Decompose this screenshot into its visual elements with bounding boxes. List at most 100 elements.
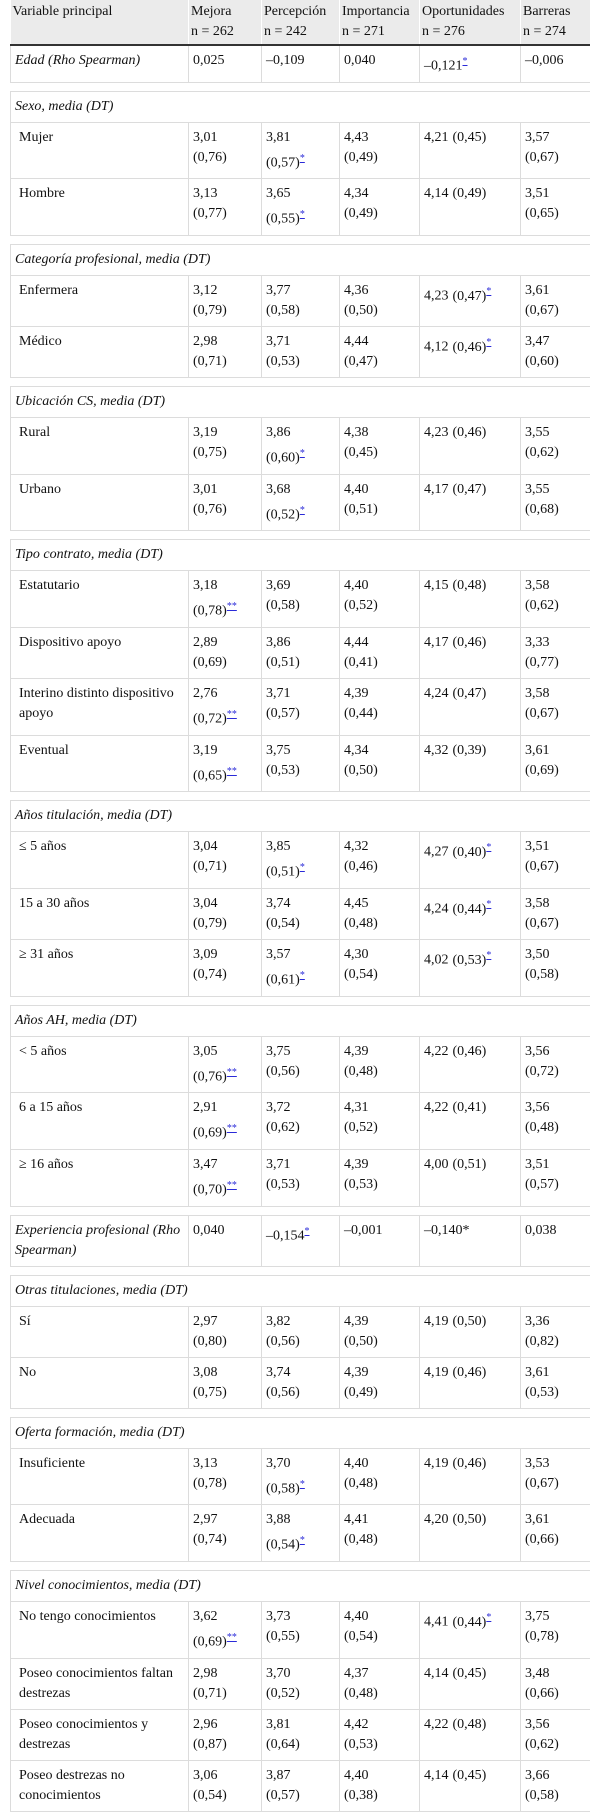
value: 4,36 <box>344 283 369 298</box>
value: 4,40 <box>344 1609 369 1624</box>
significance-link[interactable]: * <box>463 56 468 67</box>
significance-link[interactable]: ** <box>227 709 237 720</box>
value-cell: 3,75(0,53) <box>262 735 340 792</box>
value-cell: 3,65(0,55)* <box>262 179 340 236</box>
sd: (0,44)* <box>453 902 492 917</box>
value-cell: 3,81(0,57)* <box>262 122 340 179</box>
section-row: Sexo, media (DT) <box>11 91 590 122</box>
sd: (0,57)* <box>266 148 335 174</box>
sd: (0,51)* <box>266 857 335 883</box>
value-cell: 3,72 (0,62) <box>262 1093 340 1150</box>
significance-link[interactable]: * <box>486 842 491 853</box>
value-cell: 4,19(0,46) <box>420 1448 521 1505</box>
significance-link[interactable]: ** <box>227 1123 237 1134</box>
sd: (0,53) <box>266 352 335 372</box>
significance-link[interactable]: ** <box>227 1632 237 1643</box>
significance-link[interactable]: * <box>486 1612 491 1623</box>
sd: (0,53) <box>344 1175 415 1195</box>
value: 2,76 <box>193 686 218 701</box>
significance-link[interactable]: * <box>486 899 491 910</box>
section-row: Otras titulaciones, media (DT) <box>11 1275 590 1306</box>
sd: (0,76) <box>193 148 257 168</box>
row-label: No <box>11 1357 189 1408</box>
section-title: Sexo, media (DT) <box>11 91 590 122</box>
value: 4,14 <box>424 1768 449 1783</box>
value-cell: 3,58(0,67) <box>521 678 590 735</box>
significance-link[interactable]: * <box>300 153 305 164</box>
sd: (0,46) <box>344 857 415 877</box>
sd: (0,54) <box>193 1786 257 1806</box>
sd: (0,69) <box>193 653 257 673</box>
value: 4,31 <box>344 1100 369 1115</box>
value-cell: 4,32(0,46) <box>340 832 420 889</box>
significance-link[interactable]: ** <box>227 1180 237 1191</box>
value-cell: 3,74(0,56) <box>262 1357 340 1408</box>
row-label: Experiencia profesional (Rho Spearman) <box>11 1215 189 1266</box>
value-cell: –0,109 <box>262 45 340 82</box>
sd: (0,46) <box>453 425 487 440</box>
value: 4,38 <box>344 425 369 440</box>
value: 0,038 <box>525 1223 557 1238</box>
significance-link[interactable]: * <box>300 1479 305 1490</box>
significance-link[interactable]: * <box>300 505 305 516</box>
significance-link[interactable]: * <box>300 862 305 873</box>
significance-link[interactable]: ** <box>227 766 237 777</box>
value-cell: 3,13(0,77) <box>189 179 262 236</box>
significance-link[interactable]: * <box>300 209 305 220</box>
significance-link[interactable]: * <box>300 448 305 459</box>
sd: (0,50) <box>344 761 415 781</box>
significance-link[interactable]: ** <box>227 601 237 612</box>
spacer-cell <box>11 235 590 244</box>
value: 3,04 <box>193 839 218 854</box>
significance: ** <box>227 599 237 612</box>
significance-link[interactable]: * <box>486 286 491 297</box>
value: 4,30 <box>344 947 369 962</box>
spacer-cell <box>11 1266 590 1275</box>
value: 4,42 <box>344 1717 369 1732</box>
value-cell: 3,61(0,66) <box>521 1505 590 1562</box>
sd: (0,69)** <box>193 1118 257 1144</box>
value-cell: 0,040 <box>340 45 420 82</box>
value-cell: 3,05(0,76)** <box>189 1036 262 1093</box>
significance: * <box>300 446 305 459</box>
significance-link[interactable]: ** <box>227 1067 237 1078</box>
row-label: Urbano <box>11 474 189 531</box>
value-cell: 2,97(0,80) <box>189 1306 262 1357</box>
value-cell: 4,34(0,49) <box>340 179 420 236</box>
value-cell: 4,23(0,46) <box>420 417 521 474</box>
spacer-row <box>11 996 590 1005</box>
sd: (0,67) <box>525 857 586 877</box>
sd: (0,53) <box>266 761 335 781</box>
sd: (0,62) <box>525 443 586 463</box>
significance-link[interactable]: * <box>486 950 491 961</box>
value: 2,97 <box>193 1512 218 1527</box>
value: 3,73 <box>266 1609 291 1624</box>
significance-link[interactable]: * <box>300 970 305 981</box>
significance-link[interactable]: * <box>305 1226 310 1237</box>
sd: (0,67) <box>525 704 586 724</box>
value: 3,72 <box>266 1100 291 1115</box>
value: 4,45 <box>344 896 369 911</box>
spacer-row <box>11 531 590 540</box>
row-label: Mujer <box>11 122 189 179</box>
value-cell: 4,40(0,52) <box>340 571 420 628</box>
value-cell: 3,70(0,52) <box>262 1658 340 1709</box>
sd: (0,69)** <box>193 1627 257 1653</box>
value: 4,00 <box>424 1157 449 1172</box>
sd: (0,62) <box>266 1118 335 1138</box>
significance-link[interactable]: * <box>486 337 491 348</box>
row-label: Poseo destrezas no conocimientos <box>11 1760 189 1811</box>
value: 3,36 <box>525 1314 550 1329</box>
significance-link[interactable]: * <box>300 1535 305 1546</box>
sd: (0,50) <box>453 1512 487 1527</box>
value-cell: 3,82(0,56) <box>262 1306 340 1357</box>
sd: (0,54) <box>266 914 335 934</box>
value: 3,61 <box>525 1365 550 1380</box>
